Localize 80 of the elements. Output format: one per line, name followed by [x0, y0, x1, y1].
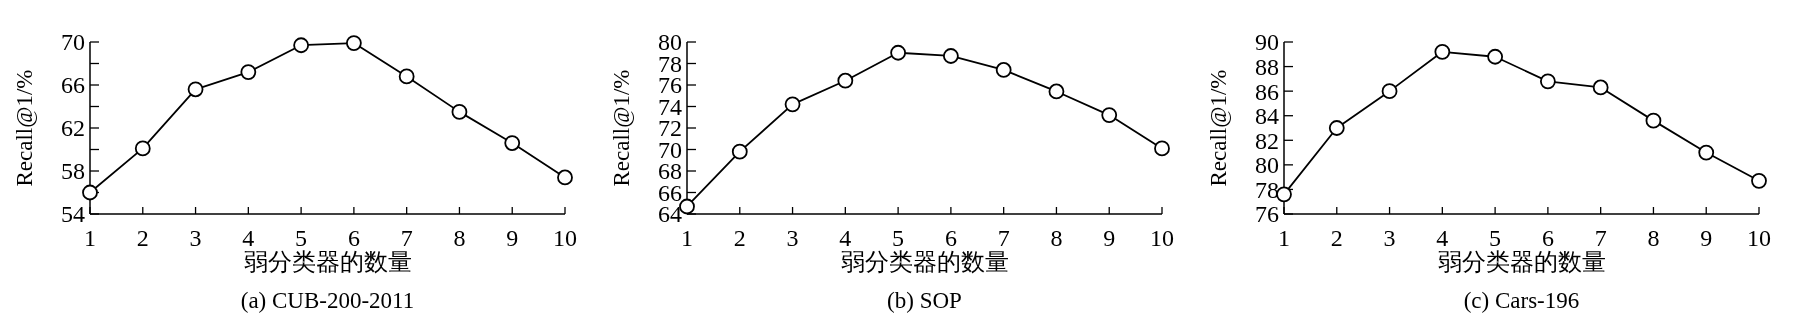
x-tick-label: 8	[1050, 225, 1063, 251]
point	[731, 143, 748, 160]
point	[293, 37, 310, 54]
point	[1048, 83, 1065, 100]
point	[1328, 120, 1345, 136]
point	[1154, 140, 1170, 157]
point	[240, 64, 257, 80]
point	[1101, 107, 1118, 123]
y-axis-title: Recall@1/%	[12, 69, 37, 187]
y-tick-label: 88	[1255, 53, 1279, 80]
point	[1539, 73, 1556, 90]
x-tick-label: 6	[944, 225, 957, 251]
y-tick-label: 62	[61, 115, 85, 142]
x-tick-label: 3	[1383, 225, 1396, 251]
point	[1751, 172, 1767, 189]
x-tick-label: 4	[242, 225, 255, 251]
y-tick-label: 58	[61, 158, 85, 185]
point	[398, 68, 415, 85]
x-tick-label: 5	[295, 225, 308, 251]
point	[504, 135, 521, 151]
point	[1434, 43, 1451, 60]
text: (a) CUB-200-2011	[240, 288, 415, 313]
text: (b) SOP	[887, 288, 962, 313]
x-tick-label: 7	[400, 225, 413, 251]
x-tick-label: 3	[189, 225, 202, 251]
x-tick-label: 1	[681, 225, 693, 251]
text: (c) Cars-196	[1463, 288, 1580, 313]
y-tick-label: 80	[1255, 152, 1279, 179]
x-tick-label: 9	[1103, 225, 1116, 251]
x-tick-label: 4	[1436, 225, 1449, 251]
x-tick-label: 3	[786, 225, 799, 251]
y-axis-title: Recall@1/%	[609, 69, 634, 187]
point	[995, 62, 1012, 78]
point	[451, 103, 468, 120]
point	[557, 169, 573, 186]
point	[1276, 186, 1292, 203]
y-tick-label: 86	[1255, 78, 1279, 105]
x-tick-label: 2	[1330, 225, 1343, 251]
y-axis-title: Recall@1/%	[1206, 69, 1231, 187]
y-tick-label: 82	[1255, 127, 1279, 154]
x-tick-label: 10	[553, 225, 577, 251]
x-tick-label: 6	[1541, 225, 1554, 251]
y-tick-label: 54	[61, 201, 85, 228]
point	[1487, 48, 1504, 65]
x-tick-label: 6	[347, 225, 360, 251]
point	[1592, 79, 1609, 96]
x-tick-label: 1	[84, 225, 96, 251]
point	[890, 44, 907, 61]
x-axis-title: 弱分类器的数量	[1437, 249, 1606, 275]
x-tick-label: 9	[506, 225, 519, 251]
y-tick-label: 78	[1255, 176, 1279, 203]
y-tick-label: 84	[1255, 103, 1279, 130]
x-axis-title: 弱分类器的数量	[243, 249, 412, 275]
x-tick-label: 1	[1278, 225, 1290, 251]
x-tick-label: 7	[1594, 225, 1607, 251]
point	[784, 96, 801, 113]
x-axis-title: 弱分类器的数量	[840, 249, 1009, 275]
x-tick-label: 8	[1647, 225, 1660, 251]
x-tick-label: 7	[997, 225, 1010, 251]
point	[1698, 144, 1715, 161]
x-tick-label: 5	[1489, 225, 1502, 251]
point	[942, 48, 959, 64]
x-tick-label: 8	[453, 225, 466, 251]
x-tick-label: 10	[1150, 225, 1174, 251]
y-tick-label: 90	[1255, 29, 1279, 56]
point	[1645, 112, 1662, 129]
point	[134, 140, 151, 157]
point	[837, 72, 854, 89]
y-tick-label: 66	[61, 72, 85, 99]
point	[1381, 83, 1398, 100]
x-tick-label: 5	[892, 225, 905, 251]
y-tick-label: 70	[61, 29, 85, 56]
x-tick-label: 9	[1700, 225, 1713, 251]
x-tick-label: 4	[839, 225, 852, 251]
x-tick-label: 2	[136, 225, 149, 251]
point	[345, 35, 362, 51]
x-tick-label: 10	[1747, 225, 1771, 251]
y-tick-label: 76	[1255, 201, 1279, 228]
x-tick-label: 2	[733, 225, 746, 251]
point	[187, 81, 204, 98]
